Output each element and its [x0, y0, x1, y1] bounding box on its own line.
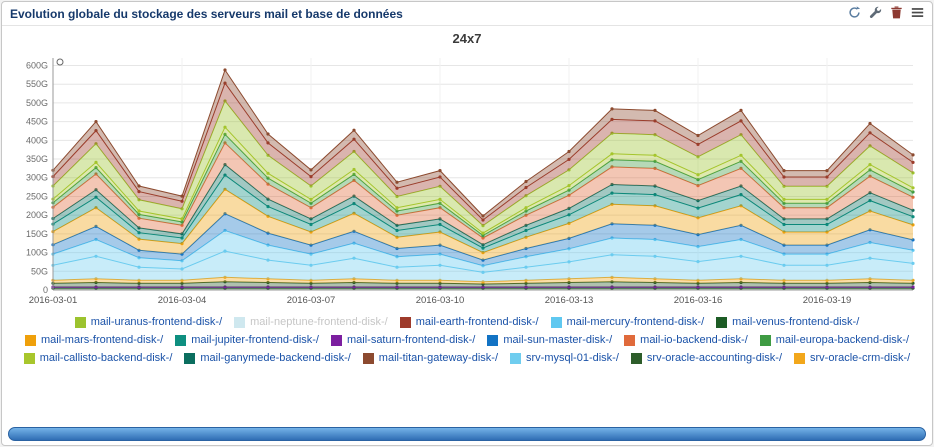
legend-swatch — [630, 352, 642, 364]
legend-swatch — [23, 352, 35, 364]
legend-swatch — [175, 334, 187, 346]
svg-text:600G: 600G — [26, 60, 48, 70]
legend-swatch — [550, 316, 562, 328]
legend-swatch — [399, 316, 411, 328]
svg-text:2016-03-10: 2016-03-10 — [416, 295, 465, 306]
legend-label: mail-saturn-frontend-disk-/ — [346, 334, 476, 346]
chart-legend: mail-uranus-frontend-disk-/ mail-neptune-… — [2, 310, 932, 364]
widget-header: Evolution globale du stockage des serveu… — [2, 2, 932, 26]
legend-swatch — [759, 334, 771, 346]
trash-icon — [890, 6, 903, 22]
wrench-icon — [869, 6, 882, 22]
legend-swatch — [74, 316, 86, 328]
legend-item-mail-venus-frontend-disk-[interactable]: mail-venus-frontend-disk-/ — [716, 316, 859, 328]
widget-title: Evolution globale du stockage des serveu… — [10, 7, 403, 21]
legend-item-mail-jupiter-frontend-disk-[interactable]: mail-jupiter-frontend-disk-/ — [175, 334, 319, 346]
svg-text:200G: 200G — [26, 210, 48, 220]
legend-swatch — [624, 334, 636, 346]
legend-label: mail-sun-master-disk-/ — [503, 334, 613, 346]
svg-text:450G: 450G — [26, 117, 48, 127]
svg-text:2016-03-19: 2016-03-19 — [803, 295, 852, 306]
legend-item-mail-europa-backend-disk-[interactable]: mail-europa-backend-disk-/ — [759, 334, 910, 346]
svg-text:350G: 350G — [26, 154, 48, 164]
settings-button[interactable] — [868, 6, 882, 22]
svg-text:0: 0 — [43, 285, 48, 295]
legend-label: srv-oracle-accounting-disk-/ — [646, 352, 783, 364]
legend-item-mail-ganymede-backend-disk-[interactable]: mail-ganymede-backend-disk-/ — [184, 352, 351, 364]
svg-text:150G: 150G — [26, 229, 48, 239]
legend-swatch — [362, 352, 374, 364]
svg-text:400G: 400G — [26, 135, 48, 145]
svg-text:2016-03-01: 2016-03-01 — [29, 295, 78, 306]
legend-item-srv-oracle-crm-disk-[interactable]: srv-oracle-crm-disk-/ — [794, 352, 910, 364]
legend-item-srv-oracle-accounting-disk-[interactable]: srv-oracle-accounting-disk-/ — [630, 352, 783, 364]
legend-swatch — [794, 352, 806, 364]
legend-item-mail-uranus-frontend-disk-[interactable]: mail-uranus-frontend-disk-/ — [74, 316, 223, 328]
legend-label: mail-mars-frontend-disk-/ — [40, 334, 164, 346]
svg-text:50G: 50G — [31, 266, 48, 276]
legend-item-mail-saturn-frontend-disk-[interactable]: mail-saturn-frontend-disk-/ — [330, 334, 476, 346]
legend-swatch — [24, 334, 36, 346]
legend-item-mail-mars-frontend-disk-[interactable]: mail-mars-frontend-disk-/ — [24, 334, 164, 346]
legend-label: mail-earth-frontend-disk-/ — [415, 316, 539, 328]
stacked-area-chart[interactable]: 0 50G 100G 150G 200G 250G 300G 350G 400G 450G 500G… — [7, 48, 927, 310]
refresh-icon — [848, 6, 861, 22]
legend-swatch — [184, 352, 196, 364]
legend-label: srv-mysql-01-disk-/ — [526, 352, 619, 364]
legend-label: mail-jupiter-frontend-disk-/ — [191, 334, 319, 346]
legend-label: mail-callisto-backend-disk-/ — [39, 352, 173, 364]
legend-label: mail-neptune-frontend-disk-/ — [250, 316, 388, 328]
legend-item-mail-neptune-frontend-disk-[interactable]: mail-neptune-frontend-disk-/ — [234, 316, 388, 328]
legend-label: mail-venus-frontend-disk-/ — [732, 316, 860, 328]
legend-swatch — [487, 334, 499, 346]
legend-item-mail-callisto-backend-disk-[interactable]: mail-callisto-backend-disk-/ — [23, 352, 173, 364]
legend-item-mail-io-backend-disk-[interactable]: mail-io-backend-disk-/ — [624, 334, 748, 346]
delete-button[interactable] — [889, 6, 903, 22]
legend-item-mail-sun-master-disk-[interactable]: mail-sun-master-disk-/ — [487, 334, 612, 346]
refresh-button[interactable] — [847, 6, 861, 22]
legend-swatch — [510, 352, 521, 364]
legend-label: mail-ganymede-backend-disk-/ — [200, 352, 351, 364]
svg-text:2016-03-04: 2016-03-04 — [158, 295, 207, 306]
menu-button[interactable] — [910, 7, 924, 21]
legend-label: mail-uranus-frontend-disk-/ — [90, 316, 223, 328]
hamburger-icon — [911, 6, 924, 22]
svg-text:250G: 250G — [26, 191, 48, 201]
legend-swatch — [330, 334, 342, 346]
svg-text:500G: 500G — [26, 98, 48, 108]
legend-item-srv-mysql-01-disk-[interactable]: srv-mysql-01-disk-/ — [510, 352, 619, 364]
legend-item-mail-titan-gateway-disk-[interactable]: mail-titan-gateway-disk-/ — [362, 352, 498, 364]
widget-toolbar — [847, 6, 924, 22]
svg-text:2016-03-07: 2016-03-07 — [287, 295, 336, 306]
legend-label: mail-io-backend-disk-/ — [640, 334, 748, 346]
svg-text:550G: 550G — [26, 79, 48, 89]
widget-resize-bar[interactable] — [8, 427, 926, 441]
legend-label: srv-oracle-crm-disk-/ — [810, 352, 911, 364]
svg-text:2016-03-16: 2016-03-16 — [674, 295, 723, 306]
legend-item-mail-mercury-frontend-disk-[interactable]: mail-mercury-frontend-disk-/ — [550, 316, 705, 328]
svg-text:100G: 100G — [26, 248, 48, 258]
legend-label: mail-europa-backend-disk-/ — [775, 334, 910, 346]
legend-label: mail-titan-gateway-disk-/ — [378, 352, 498, 364]
svg-text:300G: 300G — [26, 173, 48, 183]
legend-swatch — [234, 316, 246, 328]
legend-label: mail-mercury-frontend-disk-/ — [566, 316, 705, 328]
svg-text:2016-03-13: 2016-03-13 — [545, 295, 594, 306]
legend-swatch — [716, 316, 728, 328]
chart-title: 24x7 — [452, 31, 482, 46]
legend-item-mail-earth-frontend-disk-[interactable]: mail-earth-frontend-disk-/ — [399, 316, 539, 328]
